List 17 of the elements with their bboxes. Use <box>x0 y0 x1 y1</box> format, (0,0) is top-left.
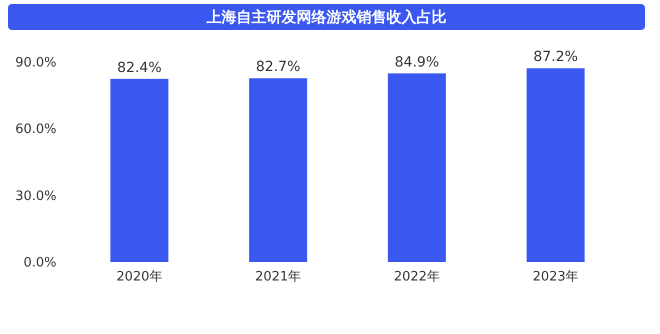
y-tick-label: 30.0% <box>15 188 56 204</box>
data-label: 82.4% <box>117 60 162 76</box>
y-tick-label: 0.0% <box>23 256 56 270</box>
data-label: 82.7% <box>256 59 300 76</box>
y-tick-label: 90.0% <box>15 56 56 70</box>
chart-title: 上海自主研发网络游戏销售收入占比 <box>206 8 446 26</box>
bar <box>526 68 585 262</box>
bar <box>249 78 308 262</box>
x-tick-label: 2020年 <box>116 270 162 284</box>
x-tick-label: 2021年 <box>255 270 302 284</box>
y-tick-label: 60.0% <box>15 122 56 138</box>
data-label: 87.2% <box>533 49 578 66</box>
data-label: 84.9% <box>394 54 440 70</box>
bar <box>110 78 168 262</box>
x-tick-label: 2022年 <box>394 270 440 284</box>
x-tick-label: 2023年 <box>532 270 579 284</box>
bar <box>388 73 446 262</box>
